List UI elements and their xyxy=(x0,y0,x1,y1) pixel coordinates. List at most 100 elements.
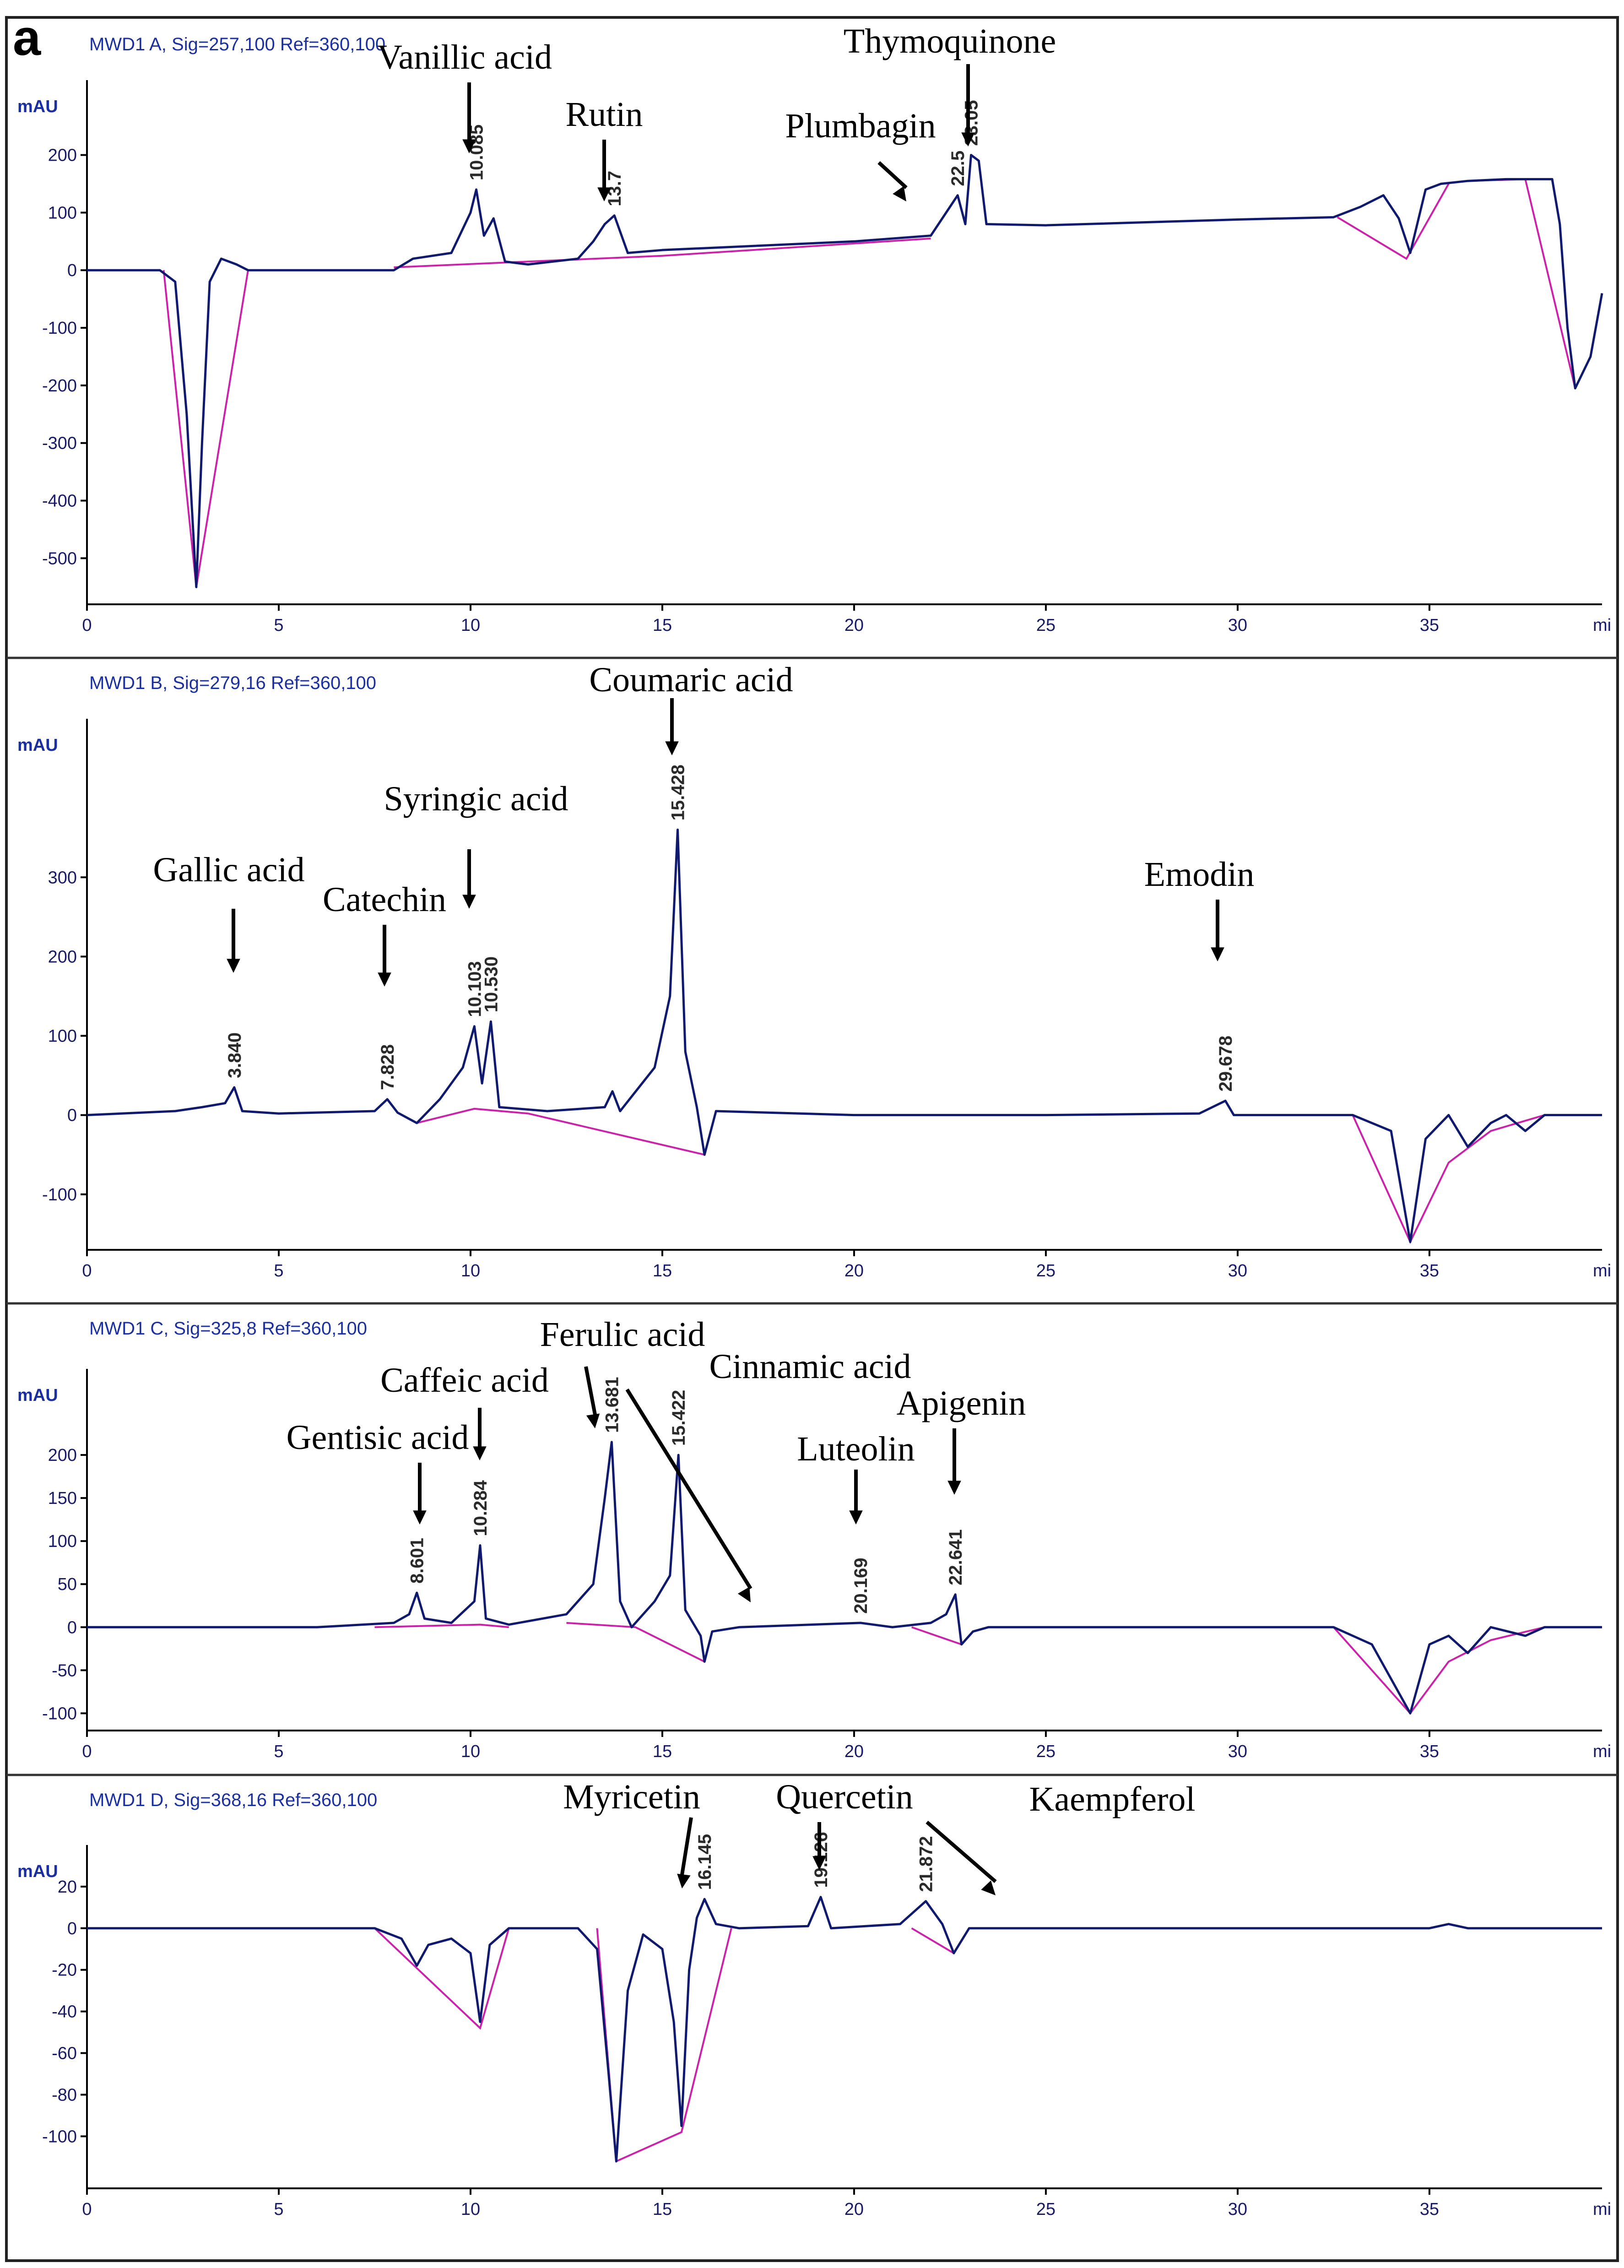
peak-rt-label: 15.428 xyxy=(668,765,688,820)
compound-label: Thymoquinone xyxy=(844,22,1056,60)
x-tick-label: 20 xyxy=(844,616,864,635)
y-tick-label: -40 xyxy=(52,2002,77,2022)
compound-label: Vanillic acid xyxy=(377,38,552,76)
compound-label: Kaempferol xyxy=(1029,1780,1196,1818)
x-tick-label: 5 xyxy=(274,2200,283,2219)
x-tick-label: 5 xyxy=(274,616,283,635)
peak-rt-label: 10.103 xyxy=(465,961,485,1017)
y-tick-label: 0 xyxy=(67,1106,77,1125)
x-tick-label: 20 xyxy=(844,2200,864,2219)
peak-arrowhead xyxy=(597,187,611,201)
panel-c: MWD1 C, Sig=325,8 Ref=360,100mAU20015010… xyxy=(6,1302,1618,1761)
x-axis-unit: mi xyxy=(1593,1261,1611,1280)
panel-header: MWD1 C, Sig=325,8 Ref=360,100 xyxy=(89,1318,367,1339)
x-tick-label: 15 xyxy=(653,2200,672,2219)
y-axis-unit: mAU xyxy=(17,736,58,755)
y-tick-label: -50 xyxy=(52,1661,77,1680)
x-tick-label: 20 xyxy=(844,1261,864,1280)
peak-rt-label: 21.872 xyxy=(916,1836,937,1892)
chromatogram-trace xyxy=(87,1896,1602,2163)
y-tick-label: 0 xyxy=(67,1919,77,1938)
peak-rt-label: 29.678 xyxy=(1216,1036,1236,1091)
x-tick-label: 30 xyxy=(1228,1261,1247,1280)
peak-arrowhead xyxy=(961,132,975,146)
x-axis-unit: mi xyxy=(1593,616,1611,635)
peak-rt-label: 10.530 xyxy=(481,956,501,1012)
peak-arrow xyxy=(877,161,908,189)
figure-border xyxy=(5,16,1619,2262)
x-tick-label: 15 xyxy=(653,1261,672,1280)
x-tick-label: 0 xyxy=(82,616,92,635)
integration-baseline xyxy=(394,238,931,268)
peak-rt-label: 22.5 xyxy=(948,151,968,186)
y-tick-label: 100 xyxy=(48,1027,77,1046)
x-tick-label: 25 xyxy=(1036,2200,1056,2219)
compound-label: Cinnamic acid xyxy=(709,1347,911,1386)
peak-rt-label: 15.422 xyxy=(669,1390,689,1446)
x-tick-label: 5 xyxy=(274,1742,283,1761)
compound-label: Rutin xyxy=(566,95,643,134)
compound-label: Apigenin xyxy=(897,1384,1026,1422)
x-tick-label: 25 xyxy=(1036,1742,1056,1761)
integration-baseline xyxy=(911,1927,954,1954)
y-tick-label: -80 xyxy=(52,2085,77,2105)
compound-label: Plumbagin xyxy=(785,107,936,145)
compound-label: Gallic acid xyxy=(153,851,304,889)
x-tick-label: 25 xyxy=(1036,616,1056,635)
integration-baseline xyxy=(1352,1114,1545,1244)
compound-label: Coumaric acid xyxy=(589,661,793,699)
y-tick-label: -100 xyxy=(42,2127,77,2146)
compound-label: Myricetin xyxy=(563,1778,700,1816)
y-tick-label: 20 xyxy=(58,1877,77,1897)
peak-arrowhead xyxy=(981,1880,996,1895)
y-tick-label: 200 xyxy=(48,1446,77,1465)
y-axis-unit: mAU xyxy=(17,1386,58,1405)
peak-arrowhead xyxy=(462,139,476,153)
integration-baseline xyxy=(1332,1626,1545,1715)
y-tick-label: 150 xyxy=(48,1489,77,1508)
peak-arrowhead xyxy=(462,895,476,909)
compound-label: Gentisic acid xyxy=(287,1418,469,1457)
peak-arrow xyxy=(680,1817,693,1875)
chromatogram-trace xyxy=(87,1441,1602,1715)
peak-rt-label: 7.828 xyxy=(378,1044,398,1090)
peak-arrowhead xyxy=(893,186,906,201)
integration-baseline xyxy=(1337,183,1450,260)
y-tick-label: 50 xyxy=(58,1575,77,1594)
integration-baseline xyxy=(374,1927,510,2030)
y-tick-label: 300 xyxy=(48,868,77,887)
peak-arrow xyxy=(625,1388,752,1590)
x-tick-label: 15 xyxy=(653,1742,672,1761)
peak-arrowhead xyxy=(378,972,391,987)
compound-label: Ferulic acid xyxy=(540,1315,705,1354)
y-tick-label: -60 xyxy=(52,2044,77,2063)
peak-arrowhead xyxy=(413,1510,427,1525)
panel-b: MWD1 B, Sig=279,16 Ref=360,100mAU3002001… xyxy=(6,657,1618,1280)
integration-baseline xyxy=(566,1622,705,1663)
peak-arrowhead xyxy=(1211,947,1224,961)
compound-label: Quercetin xyxy=(776,1778,913,1816)
x-tick-label: 35 xyxy=(1420,1261,1439,1280)
peak-arrowhead xyxy=(812,1856,826,1870)
y-axis-unit: mAU xyxy=(17,1862,58,1881)
integration-baseline xyxy=(911,1626,962,1645)
peak-rt-label: 10.284 xyxy=(471,1480,491,1536)
x-tick-label: 10 xyxy=(461,616,480,635)
y-tick-label: -300 xyxy=(42,434,77,453)
peak-arrowhead xyxy=(849,1510,863,1525)
peak-rt-label: 22.641 xyxy=(946,1529,966,1585)
peak-rt-label: 16.145 xyxy=(695,1834,715,1890)
panel-a: MWD1 A, Sig=257,100 Ref=360,100mAU200100… xyxy=(17,22,1611,635)
peak-arrowhead xyxy=(473,1446,487,1460)
y-tick-label: -200 xyxy=(42,376,77,396)
peak-arrowhead xyxy=(677,1873,691,1888)
peak-rt-label: 3.840 xyxy=(225,1032,245,1078)
y-tick-label: -20 xyxy=(52,1961,77,1980)
y-tick-label: -100 xyxy=(42,1185,77,1205)
chromatogram-trace xyxy=(87,828,1602,1243)
x-tick-label: 10 xyxy=(461,1742,480,1761)
y-tick-label: 0 xyxy=(67,1618,77,1637)
x-tick-label: 0 xyxy=(82,1742,92,1761)
x-tick-label: 30 xyxy=(1228,616,1247,635)
